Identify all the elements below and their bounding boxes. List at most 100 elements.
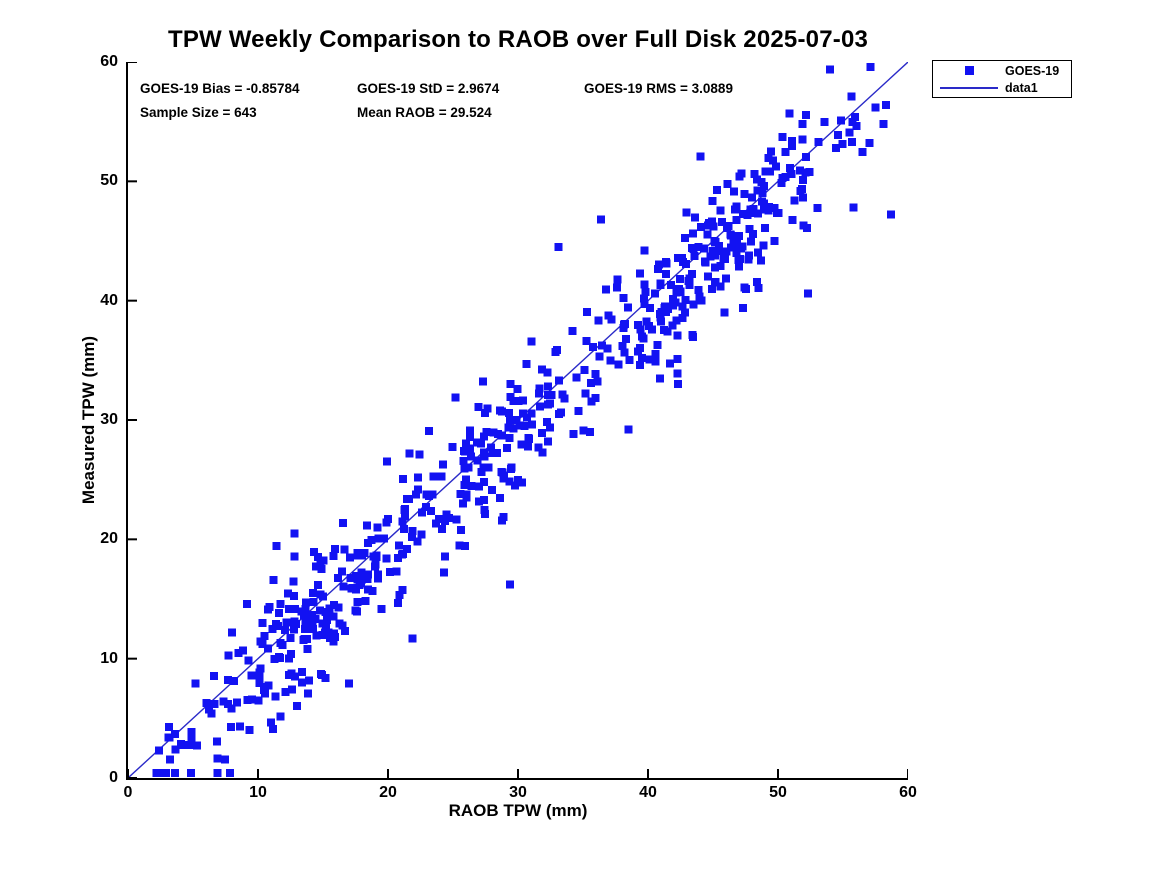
scatter-point (743, 210, 752, 219)
scatter-point (685, 281, 694, 290)
scatter-point (226, 723, 235, 732)
scatter-point (255, 678, 264, 687)
scatter-point (456, 489, 465, 498)
scatter-point (727, 231, 736, 240)
scatter-point (245, 725, 254, 734)
scatter-point (788, 141, 797, 150)
scatter-point (478, 377, 487, 386)
scatter-point (858, 147, 867, 156)
scatter-point (802, 110, 811, 119)
scatter-point (305, 676, 314, 685)
scatter-point (496, 406, 505, 415)
scatter-point (747, 209, 756, 218)
scatter-point (448, 442, 457, 451)
scatter-point (357, 568, 366, 577)
scatter-point (688, 270, 697, 279)
scatter-point (710, 263, 719, 272)
scatter-point (708, 247, 717, 256)
scatter-point (724, 221, 733, 230)
scatter-point (165, 733, 174, 742)
scatter-point (367, 536, 376, 545)
scatter-point (314, 581, 323, 590)
scatter-point (510, 481, 519, 490)
scatter-point (625, 355, 634, 364)
scatter-point (798, 176, 807, 185)
scatter-point (405, 449, 414, 458)
scatter-point (402, 495, 411, 504)
scatter-point (534, 389, 543, 398)
scatter-point (636, 325, 645, 334)
scatter-point (684, 276, 693, 285)
scatter-point (587, 379, 596, 388)
scatter-point (353, 597, 362, 606)
scatter-point (544, 382, 553, 391)
scatter-point (297, 668, 306, 677)
scatter-point (778, 132, 787, 141)
scatter-point (329, 612, 338, 621)
scatter-point (813, 204, 822, 213)
scatter-point (735, 262, 744, 271)
scatter-point (429, 472, 438, 481)
scatter-point (308, 611, 317, 620)
scatter-point (560, 394, 569, 403)
scatter-point (226, 769, 235, 778)
scatter-point (425, 426, 434, 435)
y-tick-label: 40 (100, 291, 118, 309)
scatter-point (290, 604, 299, 613)
scatter-point (655, 374, 664, 383)
scatter-point (254, 696, 263, 705)
y-tick-label: 0 (109, 769, 118, 786)
scatter-point (750, 169, 759, 178)
x-tick-label: 30 (509, 784, 527, 801)
scatter-point (845, 128, 854, 137)
scatter-point (308, 619, 317, 628)
scatter-point (871, 103, 880, 112)
scatter-point (333, 574, 342, 583)
scatter-point (329, 637, 338, 646)
scatter-point (474, 403, 483, 412)
scatter-point (694, 243, 703, 252)
scatter-point (597, 215, 606, 224)
scatter-point (330, 545, 339, 554)
scatter-point (694, 285, 703, 294)
scatter-point (276, 638, 285, 647)
scatter-point (849, 203, 858, 212)
scatter-point (771, 162, 780, 171)
scatter-point (437, 525, 446, 534)
scatter-point (707, 285, 716, 294)
scatter-point (357, 576, 366, 585)
scatter-point (593, 377, 602, 386)
scatter-point (522, 413, 531, 422)
scatter-point (505, 433, 514, 442)
scatter-point (614, 360, 623, 369)
scatter-point (398, 585, 407, 594)
scatter-point (213, 769, 222, 778)
legend-label: data1 (1005, 80, 1038, 95)
scatter-point (439, 568, 448, 577)
scatter-point (408, 634, 417, 643)
y-tick-label: 30 (100, 411, 118, 428)
scatter-point (650, 289, 659, 298)
scatter-point (382, 554, 391, 563)
scatter-point (480, 448, 489, 457)
scatter-point (213, 754, 222, 763)
scatter-point (591, 369, 600, 378)
scatter-point (385, 567, 394, 576)
y-tick-label: 20 (100, 530, 118, 548)
scatter-point (260, 632, 269, 641)
scatter-point (740, 190, 749, 199)
scatter-point (852, 121, 861, 130)
stat-bias: GOES-19 Bias = -0.85784 (140, 81, 300, 96)
scatter-point (753, 175, 762, 184)
scatter-point (514, 475, 523, 484)
scatter-point (518, 409, 527, 418)
scatter-point (767, 147, 776, 156)
scatter-point (185, 741, 194, 750)
scatter-point (660, 326, 669, 335)
scatter-point (715, 242, 724, 251)
scatter-point (754, 209, 763, 218)
scatter-point (493, 429, 502, 438)
scatter-point (708, 196, 717, 205)
stat-mean-raob: Mean RAOB = 29.524 (357, 105, 492, 120)
scatter-point (318, 630, 327, 639)
